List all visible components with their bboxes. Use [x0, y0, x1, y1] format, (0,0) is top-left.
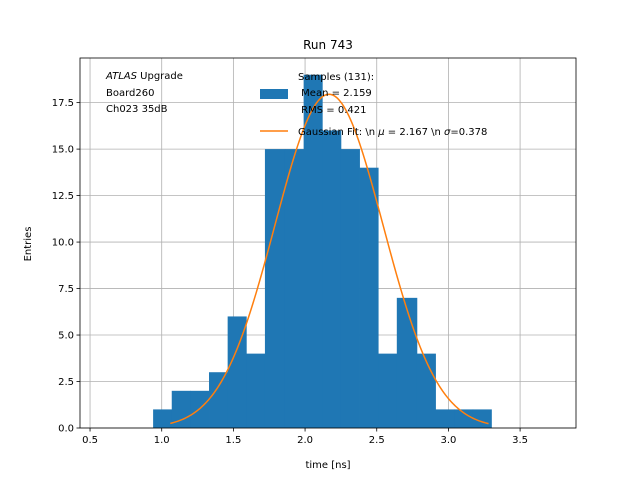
chart-title: Run 743 [303, 38, 353, 52]
histogram-bar [227, 316, 247, 428]
histogram-bar [284, 149, 305, 428]
histogram-bar [303, 74, 323, 428]
histogram-bar [171, 390, 191, 428]
y-tick-label: 15.0 [52, 145, 74, 156]
histogram-bar [322, 130, 342, 428]
x-axis-label: time [ns] [305, 460, 350, 471]
x-tick-label: 1.0 [154, 435, 170, 446]
y-tick-label: 10.0 [52, 238, 74, 249]
x-tick-label: 2.5 [369, 435, 385, 446]
y-axis: 0.0 2.5 5.0 7.5 10.0 12.5 15.0 17.5 [52, 98, 80, 435]
annotation-line-1: ATLAS Upgrade [105, 71, 183, 82]
x-tick-label: 1.5 [225, 435, 241, 446]
histogram-bar [264, 149, 286, 428]
histogram-bar [454, 409, 474, 428]
x-tick-label: 3.0 [440, 435, 456, 446]
histogram-bar [153, 409, 173, 428]
plot-frame [79, 57, 577, 429]
x-axis: 0.5 1.0 1.5 2.0 2.5 3.0 3.5 [82, 428, 528, 446]
y-tick-label: 5.0 [58, 331, 74, 342]
atlas-annotation: ATLAS Upgrade Board260 Ch023 35dB [105, 71, 183, 115]
y-tick-label: 0.0 [58, 424, 74, 435]
y-tick-label: 17.5 [52, 98, 74, 109]
x-tick-label: 2.0 [297, 435, 313, 446]
legend: Samples (131): Mean = 2.159 RMS = 0.421 … [260, 72, 487, 138]
x-tick-label: 0.5 [82, 435, 98, 446]
y-axis-label: Entries [23, 227, 34, 262]
y-tick-label: 12.5 [52, 191, 74, 202]
histogram-bar [435, 409, 455, 428]
legend-label-samples-3: RMS = 0.421 [298, 105, 366, 116]
legend-label-samples-1: Samples (131): [298, 72, 374, 83]
histogram-bar [340, 149, 360, 428]
legend-label-fit: Gaussian Fit: \n μ = 2.167 \n σ=0.378 [298, 127, 487, 138]
plot-area [79, 57, 577, 429]
histogram-bar [359, 167, 379, 428]
histogram-bar [416, 353, 436, 428]
histogram-bar [378, 353, 398, 428]
fit-curve [170, 93, 489, 425]
gaussian-fit [170, 93, 489, 425]
histogram-bar [209, 372, 229, 428]
atlas-word: ATLAS [105, 71, 138, 82]
annotation-line-3: Ch023 35dB [106, 104, 168, 115]
legend-label-samples-2: Mean = 2.159 [298, 88, 372, 99]
y-tick-label: 2.5 [58, 377, 74, 388]
histogram-bars [153, 74, 492, 428]
histogram-bar [246, 353, 266, 428]
x-tick-label: 3.5 [512, 435, 528, 446]
annotation-line-2: Board260 [106, 88, 154, 99]
legend-swatch-samples [260, 89, 288, 99]
histogram-bar [396, 297, 418, 428]
y-tick-label: 7.5 [58, 284, 74, 295]
